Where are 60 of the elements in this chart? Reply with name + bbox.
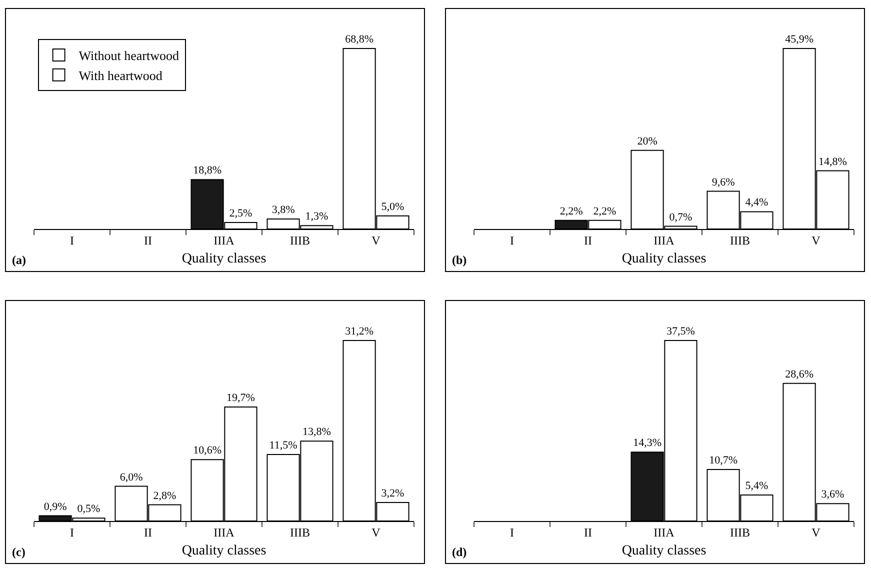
x-tick-label: I — [510, 233, 514, 248]
data-label: 20% — [637, 135, 658, 148]
data-label: 37,5% — [666, 326, 695, 338]
x-tick-label: I — [70, 525, 74, 540]
data-label: 45,9% — [785, 34, 814, 46]
legend-label: Without heartwood — [78, 48, 180, 64]
x-tick-label: I — [510, 525, 514, 540]
x-tick-label: V — [372, 233, 381, 248]
data-label: 3,2% — [381, 487, 404, 500]
data-label: 19,7% — [226, 392, 255, 404]
data-label: 0,5% — [77, 503, 100, 516]
data-label: 13,8% — [302, 426, 331, 438]
data-label: 18,8% — [193, 164, 222, 177]
x-tick-label: I — [70, 233, 74, 248]
x-tick-label: IIIB — [730, 233, 750, 248]
text: (d) — [452, 545, 467, 559]
data-label: 6,0% — [120, 471, 143, 484]
data-label: 5,4% — [745, 480, 768, 492]
data-label: 2,8% — [153, 490, 176, 502]
x-tick-label: II — [144, 233, 152, 248]
x-tick-label: IIIB — [730, 525, 750, 540]
data-label: 14,8% — [818, 156, 847, 168]
x-tick-label: V — [812, 525, 821, 540]
data-label: 10,6% — [193, 444, 222, 457]
data-label: 28,6% — [785, 368, 814, 380]
x-axis-title: Quality classes — [622, 544, 706, 559]
data-label: 3,6% — [821, 488, 844, 501]
text: (c) — [12, 545, 26, 559]
text: (b) — [452, 253, 467, 267]
data-label: 10,7% — [709, 454, 738, 466]
data-label: 68,8% — [345, 34, 374, 46]
data-label: 1,3% — [305, 210, 328, 223]
x-axis-title: Quality classes — [182, 544, 266, 559]
data-label: 2,2% — [560, 205, 583, 218]
x-axis-title: Quality classes — [182, 252, 266, 267]
x-tick-label: IIIA — [214, 525, 235, 540]
x-tick-label: V — [372, 525, 381, 540]
data-label: 9,6% — [712, 176, 735, 188]
x-tick-label: II — [144, 525, 152, 540]
data-label: 31,2% — [345, 326, 374, 338]
x-tick-label: V — [812, 233, 821, 248]
data-label: 2,5% — [229, 207, 252, 220]
data-label: 0,7% — [669, 211, 692, 224]
x-tick-label: IIIB — [290, 233, 310, 248]
data-label: 3,8% — [272, 204, 295, 216]
x-tick-label: IIIB — [290, 525, 310, 540]
x-tick-label: IIIA — [214, 233, 235, 248]
x-tick-label: II — [584, 233, 592, 248]
x-axis-title: Quality classes — [622, 252, 706, 267]
x-tick-label: IIIA — [654, 525, 675, 540]
x-tick-label: IIIA — [654, 233, 675, 248]
x-tick-label: II — [584, 525, 592, 540]
data-label: 2,2% — [593, 205, 616, 218]
data-label: 14,3% — [633, 437, 662, 450]
data-label: 0,9% — [44, 500, 67, 513]
data-label: 5,0% — [381, 200, 404, 213]
data-label: 4,4% — [745, 196, 768, 209]
legend-label: With heartwood — [78, 68, 163, 83]
data-label: 11,5% — [269, 439, 298, 452]
text: (a) — [12, 253, 26, 267]
